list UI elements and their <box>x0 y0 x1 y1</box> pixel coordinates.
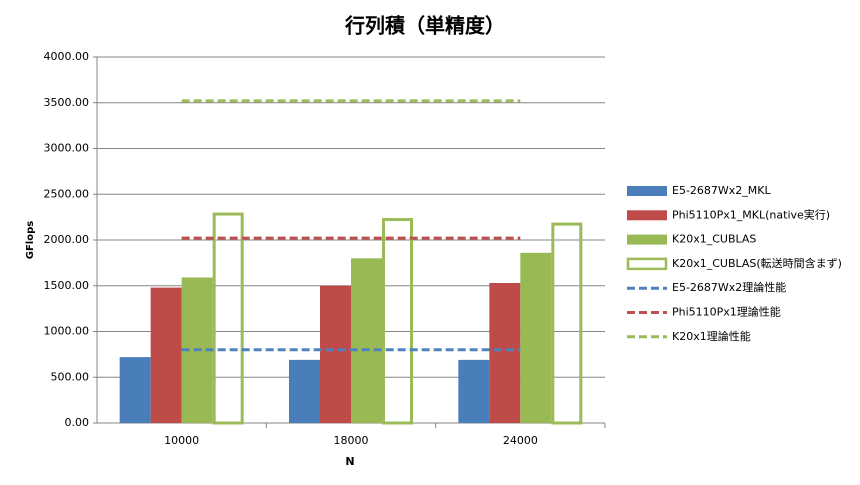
legend-label: K20x1理論性能 <box>672 329 751 343</box>
bar <box>551 222 583 425</box>
bar <box>212 212 244 425</box>
y-tick-label: 3500.00 <box>44 96 90 109</box>
legend-swatch <box>627 234 667 245</box>
bar <box>458 359 490 423</box>
legend-label: E5-2687Wx2_MKL <box>672 184 772 197</box>
x-tick-label: 18000 <box>334 434 369 447</box>
legend-label: K20x1_CUBLAS <box>672 233 756 246</box>
legend-label: Phi5110Px1_MKL(native実行) <box>672 207 830 221</box>
x-axis-title: N <box>345 455 354 468</box>
y-tick-label: 2500.00 <box>44 187 90 200</box>
x-tick-label: 24000 <box>503 434 538 447</box>
bar <box>119 357 151 423</box>
y-tick-label: 1000.00 <box>44 325 90 338</box>
bar <box>489 283 521 423</box>
y-tick-label: 2000.00 <box>44 233 90 246</box>
y-tick-label: 0.00 <box>65 416 90 429</box>
bar <box>289 359 320 423</box>
legend-label: K20x1_CUBLAS(転送時間含まず) <box>672 256 842 270</box>
bar <box>351 258 382 423</box>
bar <box>382 218 413 425</box>
bar <box>150 287 182 423</box>
y-axis-title: GFlops <box>25 221 36 259</box>
x-tick-label: 10000 <box>164 434 199 447</box>
legend-swatch <box>626 257 668 271</box>
y-tick-label: 3000.00 <box>44 142 90 155</box>
y-tick-label: 4000.00 <box>44 50 90 63</box>
bar <box>320 285 351 423</box>
legend-label: Phi5110Px1理論性能 <box>672 305 781 319</box>
legend-swatch <box>627 210 667 221</box>
bar <box>520 252 552 423</box>
y-tick-label: 1500.00 <box>44 279 90 292</box>
y-tick-label: 500.00 <box>51 370 90 383</box>
chart-title: 行列積（単精度） <box>344 14 505 38</box>
legend-label: E5-2687Wx2理論性能 <box>672 280 786 294</box>
legend-swatch <box>627 186 667 196</box>
